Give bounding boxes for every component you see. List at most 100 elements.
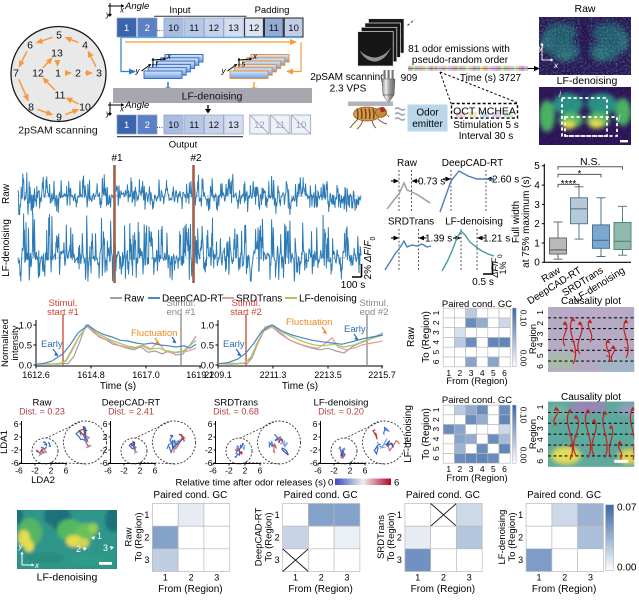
svg-text:y: y [18,542,24,551]
svg-text:1619.1: 1619.1 [186,370,214,380]
svg-text:0.5: 0.5 [19,341,32,352]
svg-text:From (Region): From (Region) [446,376,507,387]
svg-text:11: 11 [55,90,66,102]
svg-text:Region: Region [528,419,539,449]
svg-text:1612.6: 1612.6 [22,370,50,380]
svg-text:3: 3 [431,330,441,335]
svg-text:2: 2 [458,368,463,378]
svg-text:2: 2 [144,533,149,543]
svg-text:Raw: Raw [123,527,134,546]
svg-text:Time (s): Time (s) [100,381,136,392]
svg-text:LF-denoising: LF-denoising [445,217,503,228]
svg-text:intensity: intensity [10,325,21,360]
svg-text:0.00: 0.00 [519,447,529,464]
svg-text:-6: -6 [310,458,318,468]
svg-text:2: 2 [535,415,545,420]
svg-text:1%: 1% [498,261,508,274]
svg-text:SRDTrans: SRDTrans [236,294,282,305]
svg-text:start #2: start #2 [230,307,262,318]
svg-text:10: 10 [288,23,299,34]
svg-text:Raw: Raw [574,3,595,15]
svg-text:1.21 s: 1.21 s [483,234,510,245]
svg-text:1: 1 [415,573,420,583]
svg-text:6: 6 [14,419,19,429]
svg-text:11: 11 [275,120,285,131]
svg-text:2215.7: 2215.7 [368,370,396,380]
svg-text:3: 3 [535,331,545,336]
svg-text:4: 4 [534,181,540,192]
svg-text:y: y [538,43,544,53]
svg-text:7: 7 [13,68,19,80]
svg-text:s: s [242,60,246,69]
svg-text:Paired cond. GC: Paired cond. GC [406,490,480,501]
svg-text:6: 6 [153,466,158,476]
svg-text:1: 1 [275,510,280,520]
svg-text:1: 1 [124,23,129,34]
svg-text:From (Region): From (Region) [158,584,222,595]
svg-text:4: 4 [82,40,88,52]
svg-text:x: x [119,105,125,114]
svg-text:0: 0 [534,258,540,269]
svg-text:Raw: Raw [406,326,417,347]
svg-text:Odor: Odor [416,108,439,119]
svg-text:Output: Output [169,140,198,151]
svg-text:To (Region): To (Region) [507,512,518,561]
svg-text:2: 2 [518,533,523,543]
svg-text:0.0: 0.0 [19,361,32,372]
svg-text:pseudo-random order: pseudo-random order [412,55,509,66]
svg-text:DeepCAD-RT: DeepCAD-RT [102,398,161,409]
svg-text:x: x [553,60,559,70]
svg-text:1: 1 [144,510,149,520]
svg-text:13: 13 [228,120,239,131]
svg-text:Dist. = 2.41: Dist. = 2.41 [108,407,154,417]
svg-text:0.73 s: 0.73 s [418,177,445,188]
svg-text:1: 1 [535,404,545,409]
svg-text:LDA2: LDA2 [31,475,55,486]
svg-text:-6: -6 [209,466,217,476]
svg-text:1: 1 [124,120,129,131]
svg-text:100 s: 100 s [341,280,365,291]
svg-text:2209.1: 2209.1 [204,370,232,380]
svg-text:0.10: 0.10 [519,310,529,327]
svg-text:-6: -6 [11,458,19,468]
svg-text:12: 12 [209,120,220,131]
svg-text:3: 3 [397,555,402,565]
svg-text:4: 4 [480,464,485,474]
svg-text:-6: -6 [205,458,213,468]
svg-text:SRDTrans: SRDTrans [214,398,258,409]
svg-text:10: 10 [79,102,91,114]
svg-text:Paired cond. GC: Paired cond. GC [527,490,601,501]
svg-text:0.07: 0.07 [617,503,637,514]
svg-text:Stimul.: Stimul. [231,298,260,309]
svg-text:2213.5: 2213.5 [314,370,342,380]
svg-text:4: 4 [431,340,441,345]
svg-text:Fluctuation: Fluctuation [131,328,177,339]
svg-text:i: i [559,89,562,99]
svg-text:t: t [156,60,159,69]
svg-text:3: 3 [534,200,540,211]
svg-text:x: x [119,6,125,15]
svg-text:1: 1 [431,310,441,315]
svg-text:3: 3 [588,573,593,583]
svg-text:0.10: 0.10 [519,407,529,424]
svg-text:909: 909 [401,73,418,84]
svg-text:Padding: Padding [255,5,290,16]
svg-text:5: 5 [56,30,62,42]
svg-text:x: x [34,561,40,570]
svg-text:6: 6 [313,419,318,429]
svg-text:-6: -6 [100,458,108,468]
svg-text:8: 8 [28,102,34,114]
svg-text:Stimul.: Stimul. [166,298,195,309]
svg-text:...: ... [156,24,163,33]
svg-text:Causality plot: Causality plot [561,392,621,403]
svg-text:Early: Early [41,339,63,350]
svg-text:From (Region): From (Region) [532,584,596,595]
svg-text:#1: #1 [111,153,123,164]
svg-text:DeepCAD-RT: DeepCAD-RT [254,508,265,567]
svg-text:2: 2 [243,466,248,476]
svg-text:6: 6 [502,464,507,474]
svg-text:Angle: Angle [124,1,149,12]
svg-text:6: 6 [394,478,399,489]
svg-text:-2: -2 [225,466,233,476]
svg-text:2: 2 [189,573,194,583]
